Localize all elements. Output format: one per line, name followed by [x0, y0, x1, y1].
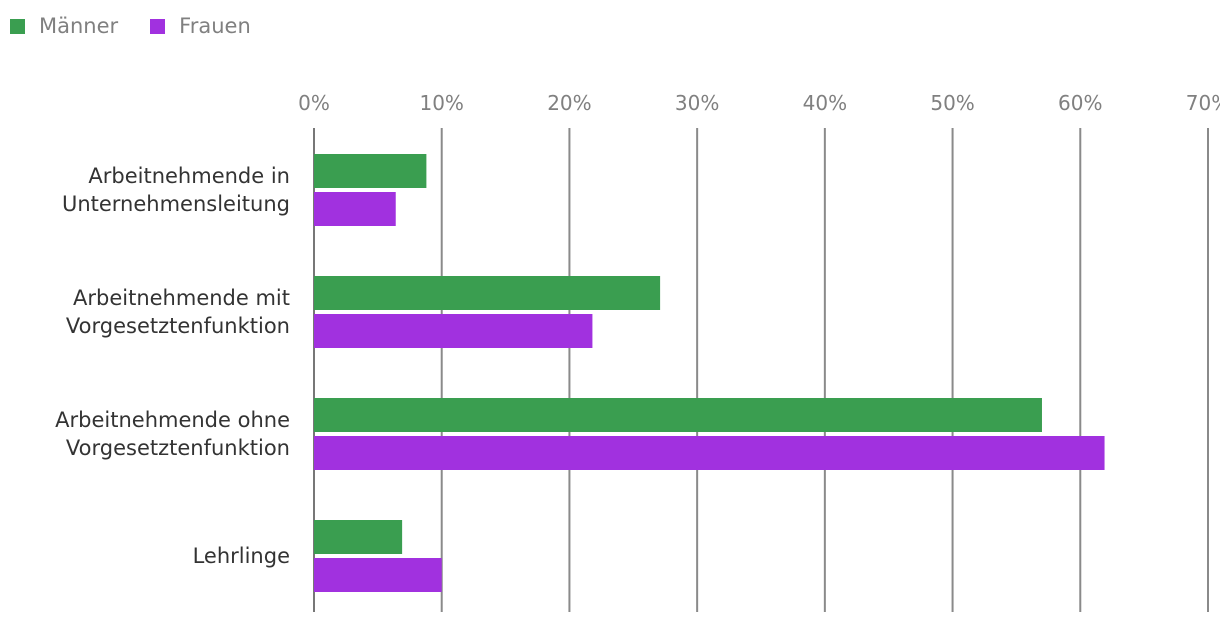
bar-maenner-2	[314, 398, 1042, 432]
x-tick-label-30: 30%	[675, 91, 719, 115]
x-tick-label-10: 10%	[419, 91, 463, 115]
bar-maenner-0	[314, 154, 427, 188]
category-label-3: Lehrlinge	[193, 544, 290, 568]
category-label-0: Arbeitnehmende in Unternehmensleitung	[62, 164, 290, 216]
legend-swatch-maenner	[10, 18, 25, 34]
bar-maenner-1	[314, 276, 661, 310]
legend-item-maenner: Männer	[10, 13, 119, 38]
bar-frauen-2	[314, 436, 1105, 470]
category-label-1: Arbeitnehmende mit Vorgesetztenfunktion	[66, 286, 290, 338]
bar-frauen-3	[314, 558, 442, 592]
category-label-line: Arbeitnehmende ohne	[55, 408, 290, 432]
legend-item-frauen: Frauen	[150, 13, 251, 38]
category-label-line: Vorgesetztenfunktion	[66, 314, 290, 338]
x-tick-label-40: 40%	[803, 91, 847, 115]
legend-label-maenner: Männer	[39, 13, 119, 38]
x-axis-ticks: 0% 10% 20% 30% 40% 50% 60% 70%	[298, 91, 1220, 115]
chart-legend: Männer Frauen	[10, 12, 251, 40]
x-tick-label-20: 20%	[547, 91, 591, 115]
category-label-line: Arbeitnehmende in	[88, 164, 290, 188]
x-tick-label-70: 70%	[1186, 91, 1220, 115]
x-tick-label-0: 0%	[298, 91, 330, 115]
legend-swatch-frauen	[150, 18, 166, 34]
x-tick-label-60: 60%	[1058, 91, 1102, 115]
gridlines	[313, 128, 1209, 612]
bar-maenner-3	[314, 520, 403, 554]
legend-label-frauen: Frauen	[179, 13, 251, 38]
category-label-line: Vorgesetztenfunktion	[66, 436, 290, 460]
category-label-line: Arbeitnehmende mit	[73, 286, 290, 310]
category-label-line: Lehrlinge	[193, 544, 290, 568]
category-label-line: Unternehmensleitung	[62, 192, 290, 216]
bars	[314, 154, 1105, 592]
x-tick-label-50: 50%	[930, 91, 974, 115]
category-labels: Arbeitnehmende in UnternehmensleitungArbe…	[55, 164, 290, 568]
bar-frauen-1	[314, 314, 593, 348]
bar-frauen-0	[314, 192, 396, 226]
category-label-2: Arbeitnehmende ohne Vorgesetztenfunktion	[55, 408, 290, 460]
